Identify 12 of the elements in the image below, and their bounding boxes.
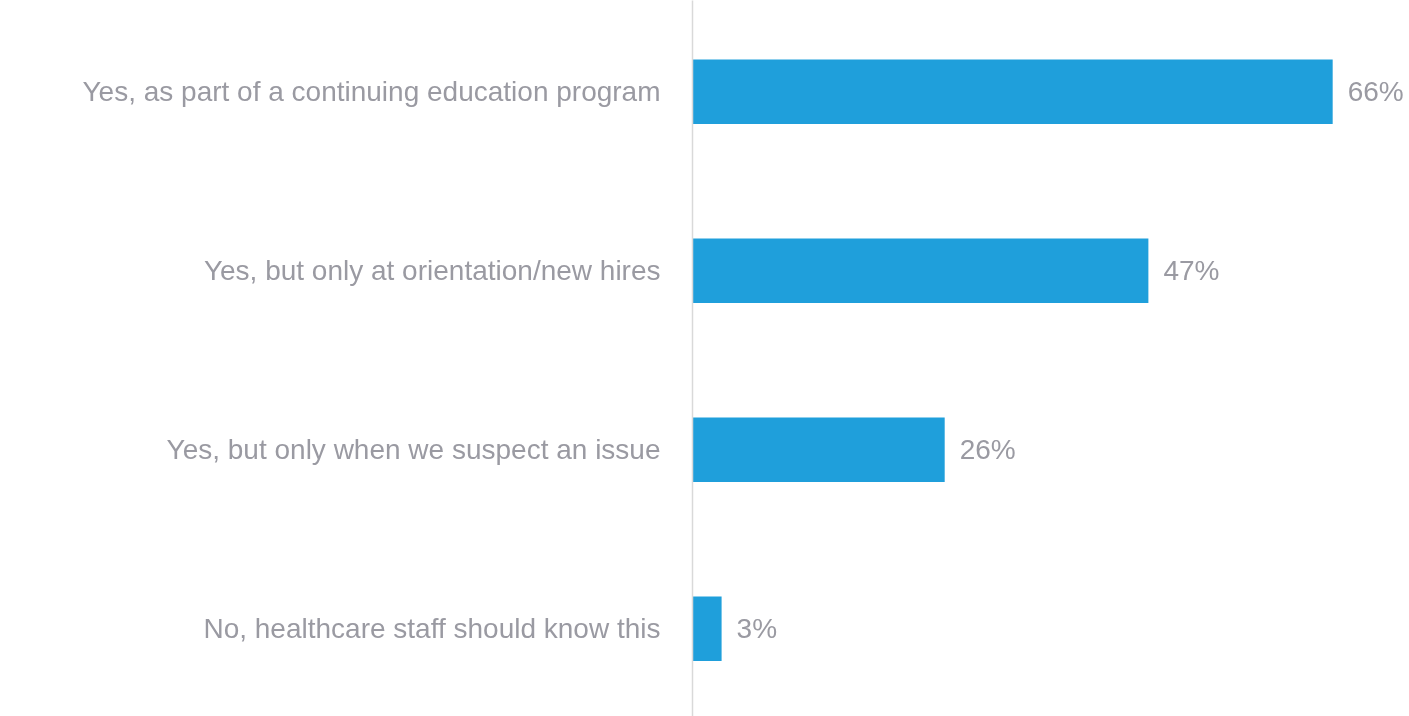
- data-label: 47%: [1163, 255, 1220, 287]
- bar: [692, 596, 722, 662]
- y-tick-label: Yes, as part of a continuing education program: [82, 76, 661, 108]
- data-label: 3%: [736, 613, 778, 645]
- y-tick-label: Yes, but only when we suspect an issue: [166, 434, 661, 466]
- bar: [692, 417, 945, 483]
- y-tick-label: Yes, but only at orientation/new hires: [203, 255, 661, 287]
- bar: [692, 59, 1333, 125]
- y-tick-label: No, healthcare staff should know this: [203, 613, 661, 645]
- data-label: 66%: [1347, 76, 1404, 108]
- bar: [692, 238, 1149, 304]
- data-label: 26%: [959, 434, 1016, 466]
